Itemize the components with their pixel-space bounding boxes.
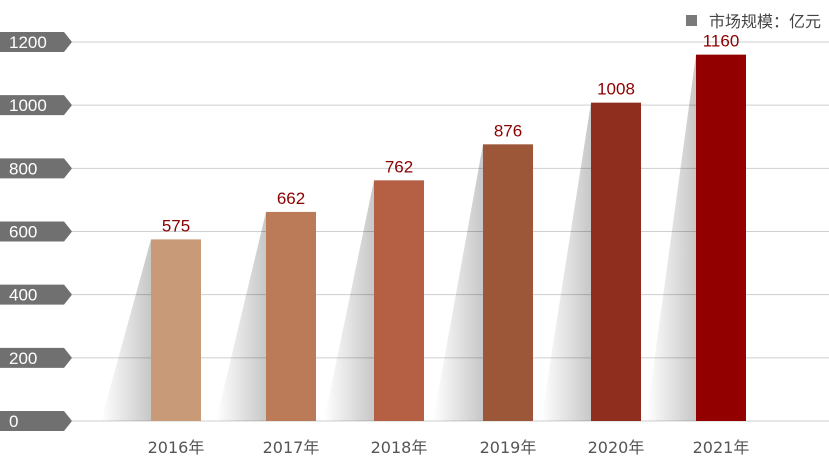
- x-tick-label: 2018年: [371, 438, 428, 457]
- y-tick-label: 200: [9, 349, 37, 368]
- data-label: 575: [162, 216, 190, 235]
- x-tick-label: 2017年: [263, 438, 320, 457]
- y-tick-label: 800: [9, 159, 37, 178]
- x-tick-label: 2020年: [588, 438, 645, 457]
- y-tick-badge: [0, 411, 72, 431]
- bar-shadow: [324, 180, 374, 421]
- data-labels: 575 662 762 876 1008 1160: [162, 32, 739, 236]
- y-tick-badge: [0, 347, 72, 368]
- y-tick-badge: [0, 32, 72, 52]
- bars: [151, 54, 746, 422]
- bar-shadow: [216, 211, 266, 421]
- bar: [591, 102, 641, 421]
- legend-swatch: [685, 14, 697, 26]
- bar: [696, 54, 746, 422]
- data-label: 1008: [597, 80, 635, 99]
- bar-shadow: [646, 54, 696, 422]
- y-tick-label: 1000: [9, 96, 47, 115]
- bar-shadow: [101, 239, 151, 421]
- legend: 市场规模：亿元: [685, 8, 821, 32]
- y-tick-label: 1200: [9, 33, 47, 52]
- y-tick-label: 600: [9, 223, 37, 242]
- data-label: 1160: [703, 32, 740, 51]
- bar-shadow: [541, 102, 591, 421]
- bar: [374, 180, 424, 421]
- x-tick-label: 2019年: [480, 438, 537, 457]
- bar: [266, 211, 316, 421]
- data-label: 662: [277, 189, 305, 208]
- y-axis-ticks: 0 200 400 600 800 1000 1200: [0, 32, 72, 431]
- y-tick-badge: [0, 284, 72, 305]
- data-label: 876: [494, 121, 522, 140]
- bar: [483, 144, 533, 421]
- x-axis-ticks: 2016年 2017年 2018年 2019年 2020年 2021年: [148, 438, 750, 457]
- y-tick-badge: [0, 221, 72, 242]
- legend-label: 市场规模：亿元: [708, 14, 821, 31]
- y-tick-label: 0: [9, 412, 18, 431]
- y-tick-badge: [0, 95, 72, 116]
- y-tick-badge: [0, 158, 72, 179]
- bar: [151, 239, 201, 421]
- y-tick-label: 400: [9, 286, 37, 305]
- x-tick-label: 2016年: [148, 438, 205, 457]
- bar-shadow: [433, 144, 483, 421]
- x-tick-label: 2021年: [693, 438, 750, 457]
- bar-shadows: [101, 54, 696, 422]
- data-label: 762: [385, 157, 413, 176]
